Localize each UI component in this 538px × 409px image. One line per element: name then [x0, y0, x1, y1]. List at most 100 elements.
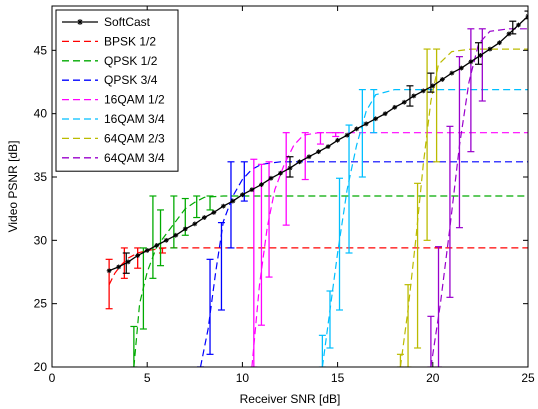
series-layer [105, 10, 528, 367]
point-mark-d2 [116, 264, 121, 269]
point-mark-d2 [259, 182, 264, 187]
legend: SoftCast BPSK 1/2 QPSK 1/2 QPSK 3/4 16QAM 1/… [55, 9, 179, 172]
point-mark-d2 [525, 15, 528, 19]
legend-box [55, 9, 179, 172]
point-softcast-10 [201, 215, 207, 220]
point-softcast-3 [135, 253, 141, 258]
point-softcast-5 [154, 243, 160, 248]
point-mark-d2 [126, 259, 131, 264]
point-softcast-31 [401, 99, 407, 105]
series-line-16qam-3-4 [321, 88, 528, 367]
series-line-qpsk-3-4 [199, 161, 528, 367]
point-softcast-9 [192, 221, 198, 227]
y-tick-label-5: 45 [34, 43, 48, 57]
point-softcast-0 [106, 268, 112, 274]
point-mark-d2 [516, 22, 521, 28]
series-16qam-3-4 [318, 88, 528, 367]
legend-label-qpsk-1-2: QPSK 1/2 [104, 54, 158, 68]
point-mark-d2 [459, 66, 464, 71]
axes-layer: 0 5 10 15 20 25 20 25 30 35 40 45 [34, 5, 535, 385]
point-mark-d2 [345, 133, 350, 138]
y-axis-title: Video PSNR [dB] [6, 141, 20, 233]
point-mark-d2 [107, 268, 112, 273]
x-tick-label-4: 20 [426, 371, 440, 385]
point-mark-d2 [335, 138, 340, 143]
point-mark-d2 [173, 233, 178, 238]
point-mark-d2 [478, 53, 483, 58]
point-softcast-18 [278, 170, 283, 176]
point-softcast-11 [211, 210, 217, 215]
series-line-64qam-3-4 [430, 28, 528, 367]
point-mark-d2 [230, 199, 235, 204]
point-mark-d2 [506, 31, 511, 36]
point-softcast-2 [125, 259, 131, 265]
point-softcast-6 [163, 237, 169, 243]
point-softcast-25 [344, 132, 350, 138]
point-mark-d2 [449, 71, 454, 76]
legend-entry-qpsk-1-2: QPSK 1/2 [62, 54, 158, 68]
x-tick-label-2: 10 [236, 371, 250, 385]
series-qpsk-3-4 [197, 161, 528, 367]
point-softcast-28 [373, 116, 379, 122]
legend-marker-d2 [77, 19, 83, 25]
point-mark-d2 [278, 171, 283, 176]
point-softcast-19 [287, 165, 293, 171]
point-softcast-22 [316, 149, 321, 155]
point-mark-d2 [316, 149, 321, 154]
point-mark-d2 [430, 83, 435, 88]
point-softcast-34 [430, 83, 436, 89]
point-softcast-24 [335, 137, 340, 143]
point-softcast-38 [468, 59, 474, 65]
legend-label-16qam-1-2: 16QAM 1/2 [104, 93, 165, 107]
point-softcast-17 [268, 175, 274, 181]
point-softcast-41 [497, 40, 502, 46]
y-tick-label-0: 20 [34, 360, 48, 374]
point-mark-d2 [364, 121, 369, 126]
point-mark-d2 [354, 126, 359, 131]
point-mark-d2 [421, 88, 426, 93]
point-mark-d2 [249, 187, 254, 192]
series-line-64qam-2-3 [399, 48, 528, 367]
point-mark-d2 [383, 111, 388, 116]
point-mark-d2 [221, 204, 226, 209]
point-softcast-4 [144, 248, 150, 253]
legend-entry-qpsk-3-4: QPSK 3/4 [62, 73, 158, 87]
legend-entry-64qam-3-4: 64QAM 3/4 [62, 151, 165, 165]
legend-label-qpsk-3-4: QPSK 3/4 [104, 73, 158, 87]
legend-label-64qam-3-4: 64QAM 3/4 [104, 151, 165, 165]
point-softcast-15 [249, 187, 255, 193]
point-mark-d2 [307, 154, 312, 159]
point-mark-d2 [440, 77, 445, 82]
point-softcast-30 [392, 104, 398, 110]
legend-label-16qam-3-4: 16QAM 3/4 [104, 112, 165, 126]
point-softcast-43 [516, 22, 521, 28]
point-softcast-42 [506, 31, 512, 37]
axes-frame [51, 5, 529, 368]
point-softcast-37 [458, 65, 464, 71]
point-mark-d2 [468, 59, 473, 64]
point-softcast-26 [354, 126, 360, 132]
legend-entry-16qam-1-2: 16QAM 1/2 [62, 93, 165, 107]
series-qpsk-1-2 [130, 195, 528, 367]
series-16qam-1-2 [250, 132, 528, 367]
legend-label-bpsk-1-2: BPSK 1/2 [104, 34, 156, 48]
series-64qam-3-4 [427, 28, 528, 367]
point-mark-d2 [211, 210, 216, 215]
point-mark-d2 [287, 166, 293, 171]
y-tick-label-4: 40 [34, 107, 48, 121]
point-softcast-23 [325, 144, 331, 149]
legend-entry-softcast: SoftCast [62, 15, 151, 29]
point-softcast-36 [449, 70, 455, 76]
point-softcast-13 [230, 198, 236, 204]
series-line-bpsk-1-2 [108, 247, 528, 285]
point-softcast-12 [220, 203, 226, 209]
series-64qam-2-3 [396, 48, 528, 367]
point-softcast-27 [363, 121, 369, 127]
y-tick-label-3: 35 [34, 170, 48, 184]
point-mark-d2 [202, 215, 207, 220]
point-mark-d2 [192, 221, 197, 226]
point-softcast-7 [173, 232, 179, 238]
series-softcast [106, 10, 528, 274]
legend-label-softcast: SoftCast [104, 15, 151, 29]
